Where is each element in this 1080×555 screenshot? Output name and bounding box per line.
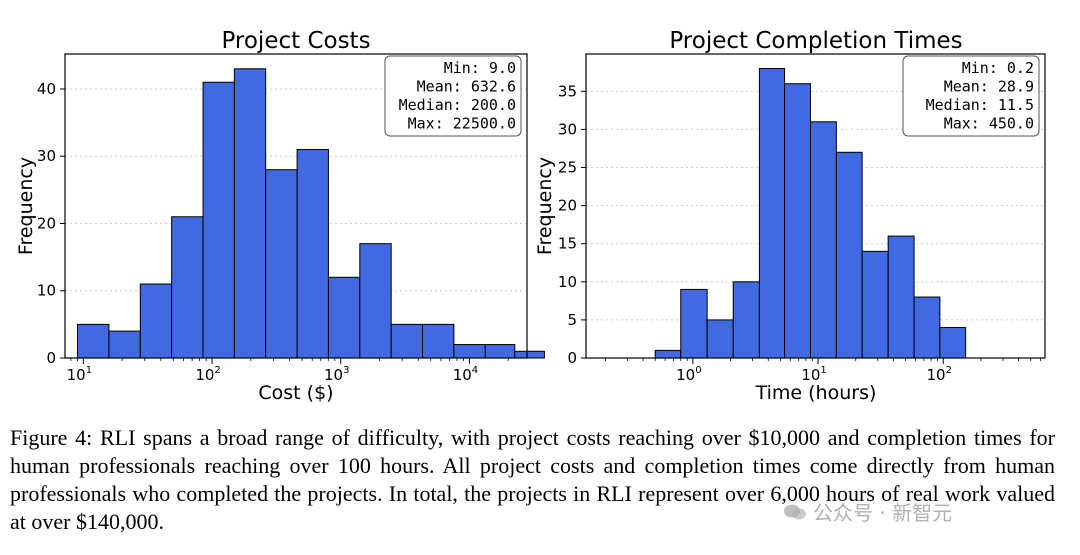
- y-axis-label: Frequency: [534, 157, 556, 255]
- histogram-bar: [296, 149, 329, 359]
- y-tick-label: 0: [567, 349, 577, 367]
- histogram-bar: [139, 283, 173, 359]
- x-tick-label: 101: [67, 365, 92, 384]
- histogram-bar: [654, 349, 682, 359]
- histogram-bar: [265, 169, 298, 359]
- stats-line: Median: 200.0: [399, 96, 516, 114]
- histogram-bar: [453, 344, 486, 359]
- y-tick-label: 20: [37, 214, 56, 232]
- y-tick-label: 35: [558, 82, 577, 100]
- histogram-bar: [680, 288, 708, 359]
- x-axis-label: Cost ($): [258, 382, 333, 404]
- wechat-icon: [784, 504, 806, 519]
- histogram-bar: [758, 67, 786, 359]
- watermark: 公众号 · 新智元: [783, 497, 952, 526]
- histogram-bar: [171, 216, 204, 359]
- y-tick-label: 25: [558, 159, 577, 177]
- x-tick-label: 102: [927, 365, 952, 384]
- y-tick-label: 30: [37, 147, 56, 165]
- histogram-bar: [76, 323, 110, 359]
- x-tick-label: 101: [801, 365, 826, 384]
- stats-line: Mean: 632.6: [417, 78, 516, 96]
- time-histogram-panel: Project Completion Times Frequency Time …: [534, 28, 1046, 404]
- axes-frame: [585, 53, 1046, 359]
- histogram-bar: [422, 323, 455, 359]
- histogram-bar: [913, 296, 941, 359]
- chart-title: Project Completion Times: [669, 28, 962, 54]
- y-tick-label: 10: [558, 273, 577, 291]
- histogram-bar: [835, 151, 863, 359]
- histogram-bar: [233, 68, 267, 359]
- stats-line: Max: 22500.0: [408, 115, 516, 133]
- x-tick-label: 102: [195, 365, 220, 384]
- y-tick-label: 0: [46, 349, 56, 367]
- stats-line: Max: 450.0: [944, 115, 1034, 133]
- chart-title: Project Costs: [221, 28, 370, 54]
- stats-line: Mean: 28.9: [944, 78, 1034, 96]
- watermark-text: 公众号 · 新智元: [813, 501, 953, 525]
- x-tick-label: 103: [324, 365, 349, 384]
- x-tick-label: 104: [453, 365, 478, 384]
- figure-caption: Figure 4: RLI spans a broad range of dif…: [10, 425, 1055, 534]
- histogram-bar: [514, 350, 545, 359]
- y-axis-label: Frequency: [15, 157, 37, 255]
- cost-histogram-panel: Project Costs Frequency Cost ($) 0 10 20 30…: [15, 28, 545, 404]
- histogram-bar: [861, 250, 889, 359]
- x-tick-label: 100: [676, 365, 701, 384]
- histogram-bar: [809, 121, 837, 359]
- y-tick-label: 30: [558, 120, 577, 138]
- histogram-bar: [390, 323, 424, 359]
- y-tick-label: 40: [37, 80, 56, 98]
- axes-frame: [64, 53, 528, 359]
- histogram-bar: [732, 281, 760, 359]
- histogram-bar: [327, 276, 361, 359]
- y-tick-label: 10: [37, 282, 56, 300]
- histogram-bar: [484, 344, 516, 359]
- x-axis-label: Time (hours): [755, 382, 877, 404]
- stats-line: Median: 11.5: [926, 96, 1034, 114]
- histogram-bar: [359, 243, 392, 359]
- stats-box-frame: [384, 55, 522, 137]
- histogram-bar: [784, 83, 811, 359]
- stats-box-frame: [902, 55, 1040, 137]
- histogram-bar: [706, 319, 734, 359]
- y-tick-label: 15: [558, 235, 577, 253]
- stats-line: Min: 9.0: [444, 59, 516, 77]
- histogram-bar: [939, 327, 967, 359]
- figure: Project Costs Frequency Cost ($) 0102030…: [15, 28, 1046, 404]
- histogram-bar: [202, 81, 235, 359]
- y-tick-label: 20: [558, 197, 577, 215]
- stats-line: Min: 0.2: [962, 59, 1034, 77]
- y-tick-label: 5: [567, 311, 577, 329]
- histogram-bar: [887, 235, 915, 359]
- histogram-bar: [108, 330, 141, 359]
